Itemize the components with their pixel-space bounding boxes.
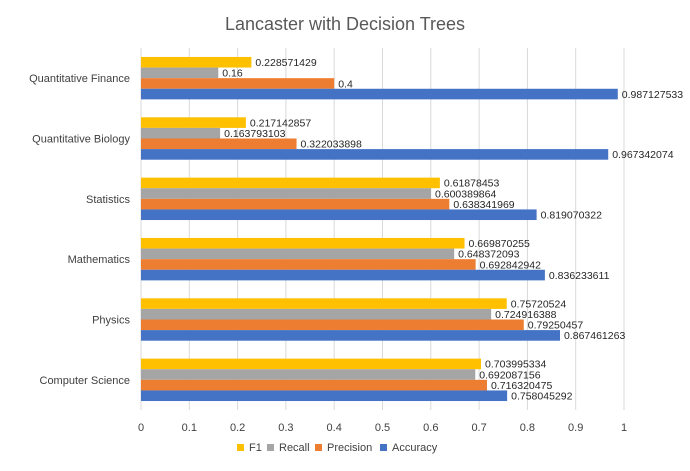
x-tick-label: 0.6 [423, 422, 438, 434]
chart-title: Lancaster with Decision Trees [225, 14, 465, 34]
bar-accuracy [141, 209, 537, 221]
data-label: 0.322033898 [301, 139, 362, 151]
legend-label: Precision [327, 442, 372, 454]
data-label: 0.4 [338, 78, 353, 90]
data-label: 0.61878453 [444, 178, 500, 190]
bar-recall [141, 248, 455, 260]
legend-swatch [380, 444, 387, 451]
bar-precision [141, 259, 476, 270]
data-label: 0.669870255 [469, 238, 530, 250]
data-labels: 0.7039953340.6920871560.7163204750.75804… [222, 57, 683, 402]
data-label: 0.836233611 [549, 270, 610, 282]
legend-swatch [315, 444, 322, 451]
data-label: 0.638341969 [453, 199, 514, 211]
category-label: Computer Science [40, 375, 131, 387]
x-tick-label: 0.8 [520, 422, 535, 434]
bar-accuracy [141, 330, 560, 341]
data-label: 0.600389864 [435, 188, 496, 200]
data-label: 0.228571429 [255, 57, 316, 69]
x-tick-label: 1 [621, 422, 627, 434]
data-label: 0.867461263 [564, 330, 625, 342]
category-label: Statistics [86, 194, 131, 206]
data-label: 0.724916388 [495, 309, 556, 321]
bar-recall [141, 67, 219, 79]
legend-label: Recall [279, 442, 310, 454]
gridlines [140, 48, 625, 410]
x-tick-label: 0.9 [568, 422, 583, 434]
x-tick-labels: 0 0.1 0.2 0.3 0.4 0.5 0.6 0.7 0.8 0.9 1 [138, 422, 627, 434]
x-tick-label: 0.1 [182, 422, 197, 434]
bar-recall [141, 127, 221, 139]
bar-accuracy [141, 390, 508, 402]
bar-recall [141, 188, 431, 199]
x-tick-label: 0.7 [471, 422, 486, 434]
data-label: 0.758045292 [511, 391, 572, 403]
bar-accuracy [141, 269, 545, 281]
x-tick-label: 0.3 [278, 422, 293, 434]
x-tick-label: 0.2 [230, 422, 245, 434]
data-label: 0.648372093 [458, 249, 519, 261]
data-label: 0.703995334 [485, 359, 546, 371]
legend: F1 Recall Precision Accuracy [237, 442, 438, 454]
bar-accuracy [141, 149, 609, 160]
bar-precision [141, 319, 524, 331]
bar-precision [141, 78, 335, 89]
bar-recall [141, 308, 492, 320]
bar-precision [141, 138, 297, 150]
bar-f1 [141, 358, 482, 370]
data-label: 0.716320475 [491, 380, 552, 392]
bar-f1 [141, 237, 465, 249]
bars [141, 56, 618, 402]
data-label: 0.987127533 [622, 89, 683, 101]
bar-precision [141, 198, 450, 210]
category-label: Quantitative Biology [32, 134, 130, 146]
data-label: 0.819070322 [541, 210, 602, 222]
bar-f1 [141, 298, 507, 309]
legend-label: Accuracy [392, 442, 438, 454]
data-label: 0.75720524 [511, 298, 567, 310]
category-labels: Computer Science Physics Mathematics Statis… [29, 73, 130, 387]
data-label: 0.692087156 [479, 369, 540, 381]
x-tick-label: 0 [138, 422, 144, 434]
data-label: 0.217142857 [250, 117, 311, 129]
data-label: 0.967342074 [612, 149, 673, 161]
x-tick-label: 0.5 [375, 422, 390, 434]
category-label: Mathematics [68, 254, 131, 266]
bar-precision [141, 379, 487, 391]
legend-label: F1 [249, 442, 262, 454]
category-label: Quantitative Finance [29, 73, 130, 85]
data-label: 0.79250457 [528, 320, 584, 332]
legend-swatch [237, 444, 244, 451]
category-label: Physics [92, 315, 130, 327]
data-label: 0.692842942 [480, 259, 541, 271]
bar-f1 [141, 177, 440, 189]
legend-swatch [267, 444, 274, 451]
bar-recall [141, 369, 476, 380]
data-label: 0.16 [222, 68, 243, 80]
bar-f1 [141, 117, 246, 128]
x-tick-label: 0.4 [327, 422, 342, 434]
bar-f1 [141, 56, 252, 68]
data-label: 0.163793103 [224, 128, 285, 140]
bar-accuracy [141, 88, 618, 100]
